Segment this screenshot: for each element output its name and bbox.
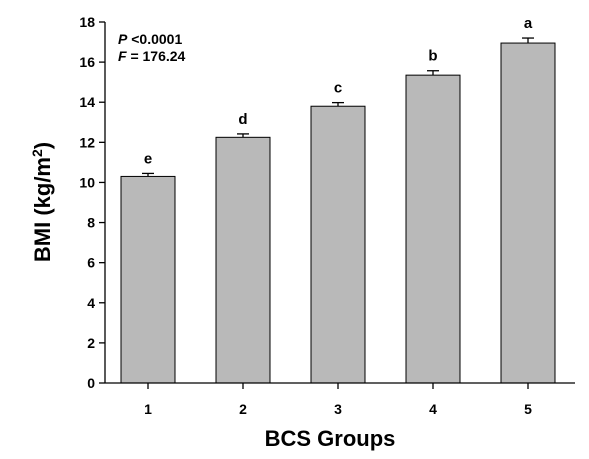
y-tick-label-10: 10 <box>79 174 95 190</box>
bar-2 <box>215 136 271 384</box>
y-ticks-layer: 0 2 4 6 8 10 12 14 16 18 <box>79 14 105 391</box>
bar-3 <box>310 105 366 384</box>
significance-letter-2: d <box>238 111 247 128</box>
significance-letters-layer: e d c b a <box>144 15 533 167</box>
p-value-annotation: P <0.0001 <box>118 31 182 47</box>
y-tick-label-18: 18 <box>79 14 95 30</box>
bar-4 <box>405 74 461 384</box>
x-axis-title: BCS Groups <box>265 426 396 451</box>
significance-letter-3: c <box>334 80 342 97</box>
x-tick-label-4: 4 <box>429 401 437 417</box>
x-tick-label-2: 2 <box>239 401 247 417</box>
y-tick-label-2: 2 <box>87 335 95 351</box>
f-value-annotation: F = 176.24 <box>118 48 186 64</box>
y-tick-label-12: 12 <box>79 134 95 150</box>
x-tick-label-1: 1 <box>144 401 152 417</box>
error-bars-layer <box>142 37 534 177</box>
y-tick-label-14: 14 <box>79 94 95 110</box>
bar-5 <box>500 42 556 384</box>
y-axis-title: BMI (kg/m2) <box>29 142 55 262</box>
y-tick-label-4: 4 <box>87 295 95 311</box>
significance-letter-4: b <box>428 48 437 65</box>
y-tick-label-0: 0 <box>87 375 95 391</box>
bar-1 <box>120 175 176 384</box>
significance-letter-5: a <box>524 15 533 32</box>
x-tick-label-3: 3 <box>334 401 342 417</box>
x-tick-label-5: 5 <box>524 401 532 417</box>
y-tick-label-6: 6 <box>87 255 95 271</box>
axes-layer <box>104 22 575 384</box>
significance-letter-1: e <box>144 150 152 167</box>
y-tick-label-16: 16 <box>79 54 95 70</box>
y-tick-label-8: 8 <box>87 215 95 231</box>
x-ticks-layer: 1 2 3 4 5 <box>144 383 532 417</box>
